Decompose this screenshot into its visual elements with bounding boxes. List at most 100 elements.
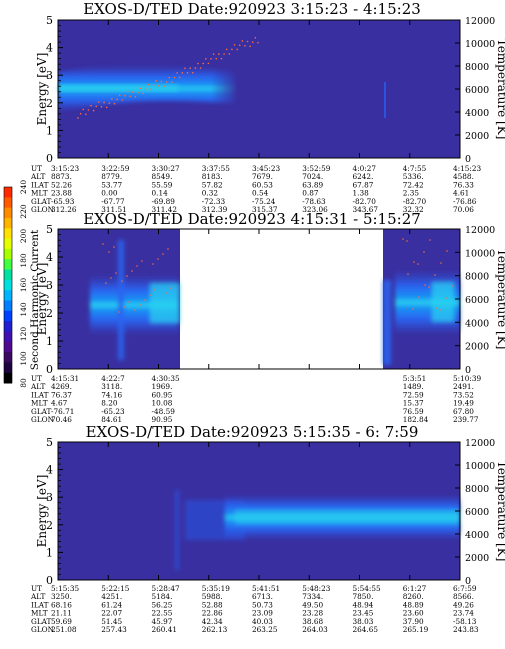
table-cell: 264.03: [302, 625, 328, 634]
temperature-point: [105, 106, 108, 109]
table-cell: 40.03: [252, 617, 273, 626]
table-cell: 59.69: [51, 617, 72, 626]
y-tick-label: 0: [46, 152, 53, 165]
temperature-point: [238, 44, 241, 47]
table-cell: 22.55: [152, 609, 173, 618]
colorbar: 240 220 200 180 160 140 120 100 80 Second Harmon…: [3, 180, 41, 388]
temperature-point: [134, 96, 137, 98]
table-cell: 23.74: [453, 609, 474, 618]
temperature-point: [210, 57, 212, 60]
table-cell: 315.37: [252, 205, 278, 214]
y2-tick-label: 12000: [465, 225, 495, 236]
table-cell: 5988.: [202, 592, 223, 601]
table-cell: 0.87: [302, 189, 319, 198]
table-cell: 90.95: [152, 415, 173, 424]
temperature-point: [158, 84, 160, 87]
table-cell: 264.65: [353, 625, 379, 634]
panel-2-orbit-table: UT 4:15:31 4:22:7 4:30:35 5:3:51 5:10:39 ALT 42…: [30, 374, 481, 424]
y2-tick-label: 0: [465, 576, 471, 587]
y2-tick-label: 12000: [465, 16, 495, 27]
panel-2-y2-axis-ticks: 0 2000 4000 6000 8000 10000 12000: [455, 225, 495, 376]
table-cell: -76.71: [51, 407, 74, 416]
table-cell: 38.03: [353, 617, 374, 626]
table-row-label: UT: [31, 374, 42, 383]
table-cell: 8779.: [101, 172, 122, 181]
table-cell: 257.43: [101, 625, 127, 634]
table-cell: -82.70: [353, 197, 377, 206]
table-cell: 84.61: [101, 415, 122, 424]
y-tick-label: 2: [46, 307, 53, 320]
temperature-point: [168, 76, 171, 79]
temperature-point: [77, 117, 79, 119]
table-row-label: ALT: [30, 382, 46, 391]
panel-1-x-axis-ticks: [57, 20, 461, 158]
table-cell: 1489.: [403, 382, 424, 391]
table-cell: -67.77: [101, 197, 125, 206]
temperature-point: [116, 98, 118, 101]
table-cell: -65.93: [51, 197, 75, 206]
y-tick-label: 1: [46, 124, 53, 137]
y2-tick-label: 2000: [465, 553, 489, 564]
table-cell: 312.26: [51, 205, 77, 214]
table-cell: 4:15:23: [453, 164, 481, 173]
colorbar-cell: [4, 290, 12, 301]
colorbar-cell: [4, 362, 12, 374]
temperature-point: [257, 41, 259, 44]
y-tick-label: 1: [46, 546, 53, 559]
temperature-point: [134, 309, 136, 311]
temperature-point: [149, 294, 151, 296]
table-cell: 312.39: [202, 205, 228, 214]
temperature-point: [163, 85, 165, 88]
table-row-label: GLAT: [31, 407, 52, 416]
table-cell: 5:15:35: [51, 584, 79, 593]
y2-tick-label: 6000: [465, 295, 489, 306]
table-cell: 7850.: [353, 592, 374, 601]
table-cell: 4.67: [51, 399, 68, 408]
colorbar-cell: [4, 187, 12, 198]
temperature-point: [152, 263, 154, 265]
temperature-point: [435, 307, 437, 309]
panel-2-streak-right: [383, 280, 391, 365]
temperature-point: [412, 308, 414, 310]
temperature-point: [121, 99, 124, 101]
temperature-point: [186, 71, 189, 74]
y-tick-label: 3: [46, 279, 53, 292]
table-cell: 52.88: [202, 600, 223, 609]
temperature-point: [100, 106, 103, 108]
table-cell: 76.37: [51, 390, 72, 399]
table-cell: 49.50: [302, 600, 323, 609]
temperature-point: [407, 273, 409, 275]
temperature-point: [191, 71, 194, 74]
temperature-point: [434, 274, 436, 276]
table-cell: 4:22:7: [101, 374, 125, 383]
temperature-point: [90, 104, 92, 107]
temperature-point: [145, 88, 147, 90]
table-cell: 6:7:59: [453, 584, 477, 593]
table-cell: 5:10:39: [453, 374, 481, 383]
panel-2: EXOS-D/TED Date:920923 4:15:31 - 5:15:27…: [30, 210, 505, 424]
table-cell: 239.77: [453, 415, 479, 424]
temperature-point: [413, 261, 415, 263]
temperature-point: [110, 277, 112, 279]
temperature-point: [115, 272, 117, 274]
table-cell: 262.13: [202, 625, 228, 634]
table-cell: 50.73: [252, 600, 273, 609]
temperature-point: [417, 263, 419, 265]
temperature-point: [241, 40, 244, 42]
table-cell: 3:37:55: [202, 164, 230, 173]
y2-tick-label: 6000: [465, 85, 489, 96]
table-cell: 49.26: [453, 600, 474, 609]
panel-2-y-axis-ticks: 0 1 2 3 4 5: [46, 223, 63, 376]
y2-tick-label: 8000: [465, 272, 489, 283]
colorbar-tick-label: 220: [19, 204, 28, 219]
table-cell: 4:30:35: [152, 374, 180, 383]
table-cell: 2.35: [403, 189, 420, 198]
table-cell: 4.61: [453, 189, 469, 198]
colorbar-cell: [4, 197, 12, 209]
panel-3-orbit-table: UT 5:15:35 5:22:15 5:28:47 5:35:19 5:41:51 5:4…: [30, 584, 479, 634]
table-cell: 6713.: [252, 592, 273, 601]
table-cell: 5:54:55: [353, 584, 381, 593]
temperature-point: [439, 309, 441, 311]
table-cell: 260.41: [152, 625, 178, 634]
table-row-label: GLON: [31, 625, 55, 634]
